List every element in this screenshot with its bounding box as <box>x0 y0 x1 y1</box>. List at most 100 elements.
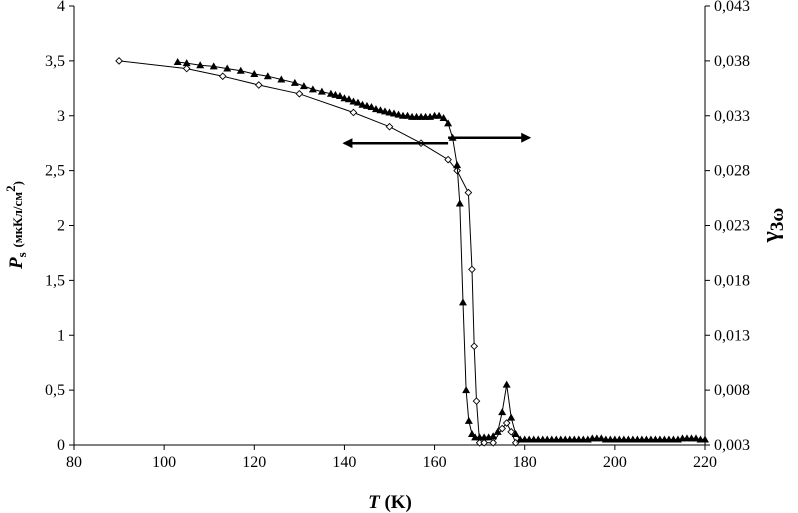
x-tick-label: 200 <box>603 454 627 471</box>
tick-labels: 80 100 120 140 160 180 200 220 0 0,5 1 1,5 2 2,5 3 3,5 4… <box>45 0 750 471</box>
data-point-triangle <box>349 97 358 105</box>
data-point-triangle <box>403 111 412 119</box>
data-point-triangle <box>385 108 394 116</box>
data-point-triangle <box>597 434 606 442</box>
data-point-triangle <box>458 298 467 306</box>
data-point-triangle <box>353 98 362 106</box>
data-point-triangle <box>390 109 399 117</box>
series <box>115 57 709 447</box>
data-point-triangle <box>376 106 385 114</box>
y-right-tick-label: 0,043 <box>714 0 750 15</box>
data-point-diamond <box>295 89 304 98</box>
data-point-diamond <box>472 397 481 405</box>
axes <box>69 5 710 450</box>
data-point-triangle <box>317 87 326 95</box>
data-point-triangle <box>362 101 371 109</box>
x-tick-label: 220 <box>693 454 717 471</box>
data-point-diamond <box>115 57 123 65</box>
data-point-triangle <box>489 432 498 440</box>
series-open-diamond <box>115 57 520 447</box>
y-left-tick-label: 2 <box>57 218 65 235</box>
data-point-triangle <box>394 110 403 118</box>
data-point-diamond <box>498 424 507 433</box>
y-right-tick-label: 0,018 <box>714 272 750 289</box>
data-point-triangle <box>502 380 511 388</box>
y-left-tick-label: 2,5 <box>45 163 65 180</box>
data-point-diamond <box>218 72 227 81</box>
y-right-tick-label: 0,038 <box>714 53 750 70</box>
data-point-triangle <box>331 90 340 98</box>
data-point-triangle <box>367 102 376 110</box>
x-axis-label: T (K) <box>368 492 412 513</box>
data-point-triangle <box>380 107 389 115</box>
series-line <box>119 60 517 444</box>
data-point-triangle <box>277 75 286 83</box>
y-right-tick-label: 0,013 <box>714 327 750 344</box>
y-right-tick-label: 0,003 <box>714 437 750 454</box>
data-point-triangle <box>209 62 218 70</box>
data-point-diamond <box>489 438 498 447</box>
data-point-diamond <box>470 342 479 351</box>
x-tick-label: 100 <box>152 454 176 471</box>
data-point-triangle <box>196 61 205 69</box>
annotations <box>342 132 532 149</box>
data-point-triangle <box>236 66 245 74</box>
data-point-triangle <box>467 430 476 438</box>
data-point-triangle <box>444 119 453 127</box>
data-point-triangle <box>182 59 191 67</box>
data-point-diamond <box>254 81 263 89</box>
x-tick-label: 140 <box>332 454 356 471</box>
data-point-diamond <box>444 155 452 164</box>
data-point-triangle <box>290 78 299 86</box>
data-point-triangle <box>308 85 317 93</box>
data-point-triangle <box>340 94 349 102</box>
data-point-triangle <box>453 161 462 169</box>
y-left-tick-label: 3,5 <box>45 53 65 70</box>
data-point-triangle <box>263 72 272 80</box>
y-right-tick-label: 0,008 <box>714 382 750 399</box>
data-point-triangle <box>326 89 335 97</box>
data-point-diamond <box>468 265 476 274</box>
data-point-triangle <box>439 113 448 121</box>
y-left-tick-label: 0,5 <box>45 382 65 399</box>
x-tick-label: 180 <box>513 454 537 471</box>
y-right-axis-label: γ3ω <box>758 208 788 244</box>
data-point-triangle <box>464 416 473 424</box>
data-point-triangle <box>223 64 232 72</box>
data-point-diamond <box>507 427 516 436</box>
data-point-triangle <box>173 57 182 65</box>
data-point-diamond <box>349 108 358 117</box>
y-left-tick-label: 3 <box>57 108 65 125</box>
y-left-axis-label: Ps (мкКл/см2) <box>3 181 29 270</box>
data-point-triangle <box>344 95 353 103</box>
data-point-diamond <box>464 188 473 197</box>
data-point-triangle <box>462 386 471 394</box>
data-point-triangle <box>493 427 502 435</box>
data-point-triangle <box>511 430 520 438</box>
data-point-triangle <box>498 408 507 416</box>
data-point-triangle <box>371 105 380 113</box>
data-point-triangle <box>435 111 444 119</box>
y-left-tick-label: 1 <box>57 327 65 344</box>
y-right-tick-label: 0,033 <box>714 108 750 125</box>
data-point-diamond <box>182 64 191 73</box>
x-tick-label: 80 <box>66 454 82 471</box>
y-right-tick-label: 0,023 <box>714 218 750 235</box>
data-point-diamond <box>385 122 394 131</box>
y-left-tick-label: 4 <box>57 0 65 15</box>
series-filled-triangle <box>173 57 709 443</box>
data-point-triangle <box>250 70 259 78</box>
y-left-tick-label: 1,5 <box>45 272 65 289</box>
y-left-tick-label: 0 <box>57 437 65 454</box>
data-point-triangle <box>299 82 308 90</box>
y-right-tick-label: 0,028 <box>714 163 750 180</box>
data-point-diamond <box>502 419 511 427</box>
data-point-diamond <box>480 438 488 447</box>
x-tick-label: 120 <box>242 454 266 471</box>
data-point-triangle <box>507 413 516 421</box>
data-point-triangle <box>335 91 344 99</box>
data-point-triangle <box>455 199 464 207</box>
data-point-triangle <box>691 434 700 442</box>
data-point-triangle <box>701 435 709 443</box>
